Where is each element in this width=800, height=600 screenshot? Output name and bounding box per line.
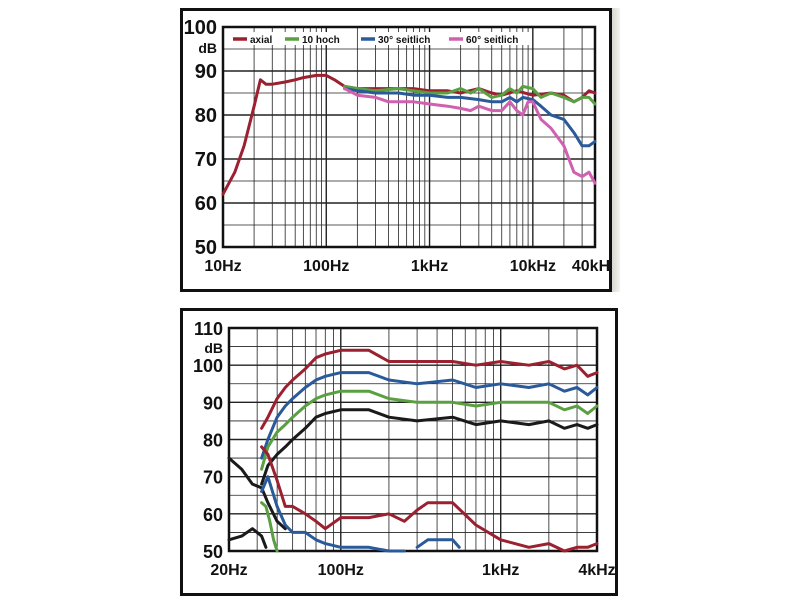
legend-label: 60° seitlich (466, 35, 518, 46)
legend-background (231, 32, 279, 45)
top-chart-panel: 100 90 80 70 60 50 dB 10Hz 100Hz 1kHz 10kHz 40kHz ax… (180, 8, 612, 292)
y-tick-label: 90 (203, 393, 223, 413)
series-line-30-seitlich (260, 371, 599, 460)
series-line-60-seitlich (343, 87, 597, 185)
y-tick-label: 60 (195, 193, 217, 215)
x-tick-label: 100Hz (303, 258, 349, 275)
y-tick-label: 100 (184, 17, 217, 39)
series-line-black (260, 408, 599, 486)
x-tick-label: 1kHz (411, 258, 448, 275)
plot-area-frame (221, 25, 597, 249)
legend-background (447, 32, 531, 45)
legend-background (283, 32, 355, 45)
x-tick-label: 40kHz (572, 258, 609, 275)
legend-label: 10 hoch (302, 35, 340, 46)
x-tick-label: 1kHz (482, 562, 519, 579)
top-frequency-response-chart: 100 90 80 70 60 50 dB 10Hz 100Hz 1kHz 10kHz 40kHz ax… (184, 17, 609, 275)
x-tick-label: 4kHz (578, 562, 615, 579)
x-tick-label: 20Hz (210, 562, 247, 579)
plot-area-frame (227, 326, 599, 553)
series-line-30-seitlich (343, 87, 597, 148)
x-tick-label: 100Hz (318, 562, 364, 579)
series-line-30-seitlich (260, 475, 406, 553)
y-axis-unit-label: dB (204, 340, 223, 356)
series-line-10-hoch (260, 389, 599, 471)
bottom-frequency-response-chart: 110 100 90 80 70 60 50 dB 20Hz 100Hz 1kHz 4kHz (193, 319, 615, 579)
y-tick-label: 70 (195, 149, 217, 171)
series-line-30-seitlich (415, 538, 461, 549)
y-tick-label: 100 (193, 356, 223, 376)
y-tick-label: 60 (203, 505, 223, 525)
page-edge-shadow (612, 8, 620, 292)
series-line-black (227, 527, 268, 549)
y-tick-label: 110 (194, 319, 223, 339)
y-tick-label: 50 (203, 542, 223, 562)
series-line-axial (260, 348, 599, 430)
series-line-axial (260, 445, 599, 553)
bottom-chart-panel: 110 100 90 80 70 60 50 dB 20Hz 100Hz 1kHz 4kHz (180, 308, 618, 596)
y-tick-label: 80 (195, 105, 217, 127)
x-tick-label: 10kHz (510, 258, 556, 275)
y-tick-label: 70 (203, 468, 223, 488)
y-tick-label: 50 (195, 237, 217, 259)
x-tick-label: 10Hz (204, 258, 241, 275)
series-line-10-hoch (343, 84, 597, 106)
y-axis-unit-label: dB (198, 40, 217, 56)
series-line-10-hoch (260, 501, 279, 553)
legend-label: axial (250, 35, 272, 46)
legend-background (359, 32, 443, 45)
y-tick-label: 80 (203, 431, 223, 451)
y-tick-label: 90 (195, 61, 217, 83)
legend-label: 30° seitlich (378, 35, 430, 46)
